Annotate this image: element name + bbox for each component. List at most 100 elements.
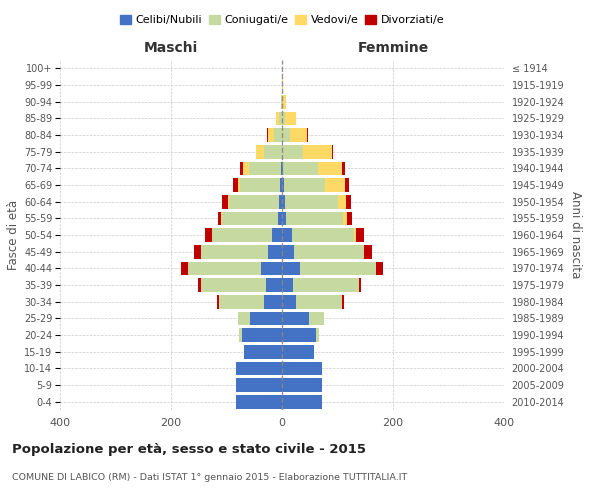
Bar xyxy=(343,162,345,175)
Bar xyxy=(282,328,316,342)
Bar xyxy=(222,195,227,208)
Bar xyxy=(264,145,282,158)
Bar xyxy=(282,278,293,292)
Text: Femmine: Femmine xyxy=(358,41,428,55)
Y-axis label: Fasce di età: Fasce di età xyxy=(7,200,20,270)
Bar xyxy=(283,95,286,108)
Bar xyxy=(347,212,352,225)
Bar xyxy=(307,128,308,142)
Bar xyxy=(282,128,290,142)
Bar xyxy=(282,345,314,358)
Bar xyxy=(250,312,282,325)
Bar xyxy=(279,112,282,125)
Bar xyxy=(238,178,241,192)
Bar xyxy=(256,145,264,158)
Bar xyxy=(205,228,212,242)
Bar xyxy=(364,245,372,258)
Bar xyxy=(233,178,238,192)
Bar xyxy=(286,212,343,225)
Bar xyxy=(282,362,322,375)
Bar xyxy=(241,162,243,175)
Bar xyxy=(285,112,296,125)
Text: Maschi: Maschi xyxy=(144,41,198,55)
Bar xyxy=(198,278,201,292)
Bar xyxy=(222,212,278,225)
Bar xyxy=(236,378,282,392)
Bar xyxy=(241,178,280,192)
Bar xyxy=(244,345,282,358)
Bar xyxy=(272,228,282,242)
Bar xyxy=(282,78,283,92)
Bar xyxy=(282,162,283,175)
Bar xyxy=(282,112,285,125)
Bar xyxy=(236,395,282,408)
Bar xyxy=(277,112,279,125)
Bar xyxy=(308,312,324,325)
Bar xyxy=(236,362,282,375)
Bar xyxy=(194,245,201,258)
Bar xyxy=(239,328,242,342)
Bar xyxy=(282,378,322,392)
Bar xyxy=(284,178,325,192)
Bar xyxy=(281,95,282,108)
Bar xyxy=(238,312,250,325)
Bar xyxy=(274,128,282,142)
Bar xyxy=(376,262,383,275)
Bar xyxy=(294,245,364,258)
Bar xyxy=(354,228,356,242)
Bar xyxy=(282,312,308,325)
Bar xyxy=(201,278,266,292)
Bar xyxy=(261,262,282,275)
Text: Popolazione per età, sesso e stato civile - 2015: Popolazione per età, sesso e stato civil… xyxy=(12,442,366,456)
Bar xyxy=(316,328,319,342)
Bar xyxy=(282,262,300,275)
Bar xyxy=(278,212,282,225)
Bar xyxy=(293,278,359,292)
Bar xyxy=(282,145,303,158)
Bar xyxy=(337,195,346,208)
Y-axis label: Anni di nascita: Anni di nascita xyxy=(569,192,581,278)
Bar xyxy=(264,295,282,308)
Bar xyxy=(356,228,364,242)
Bar xyxy=(346,195,352,208)
Bar xyxy=(249,162,281,175)
Bar xyxy=(282,195,285,208)
Bar xyxy=(218,212,221,225)
Bar xyxy=(282,178,284,192)
Bar xyxy=(201,245,268,258)
Bar xyxy=(281,162,282,175)
Bar xyxy=(217,295,219,308)
Bar xyxy=(181,262,188,275)
Bar xyxy=(229,195,279,208)
Bar xyxy=(227,195,229,208)
Bar xyxy=(296,295,342,308)
Bar xyxy=(282,395,322,408)
Bar xyxy=(282,228,292,242)
Bar xyxy=(325,178,345,192)
Bar xyxy=(283,162,317,175)
Bar xyxy=(221,212,222,225)
Bar xyxy=(219,295,264,308)
Bar xyxy=(303,145,332,158)
Bar xyxy=(292,228,354,242)
Bar xyxy=(212,228,272,242)
Bar xyxy=(268,128,274,142)
Bar xyxy=(342,295,344,308)
Bar xyxy=(242,328,282,342)
Text: COMUNE DI LABICO (RM) - Dati ISTAT 1° gennaio 2015 - Elaborazione TUTTITALIA.IT: COMUNE DI LABICO (RM) - Dati ISTAT 1° ge… xyxy=(12,472,407,482)
Bar xyxy=(267,128,268,142)
Bar xyxy=(268,245,282,258)
Bar xyxy=(188,262,261,275)
Bar xyxy=(282,95,283,108)
Bar xyxy=(243,162,249,175)
Bar xyxy=(266,278,282,292)
Bar xyxy=(332,145,333,158)
Bar xyxy=(285,195,337,208)
Legend: Celibi/Nubili, Coniugati/e, Vedovi/e, Divorziati/e: Celibi/Nubili, Coniugati/e, Vedovi/e, Di… xyxy=(115,10,449,30)
Bar xyxy=(345,178,349,192)
Bar xyxy=(317,162,343,175)
Bar xyxy=(290,128,307,142)
Bar xyxy=(359,278,361,292)
Bar xyxy=(282,212,286,225)
Bar xyxy=(279,195,282,208)
